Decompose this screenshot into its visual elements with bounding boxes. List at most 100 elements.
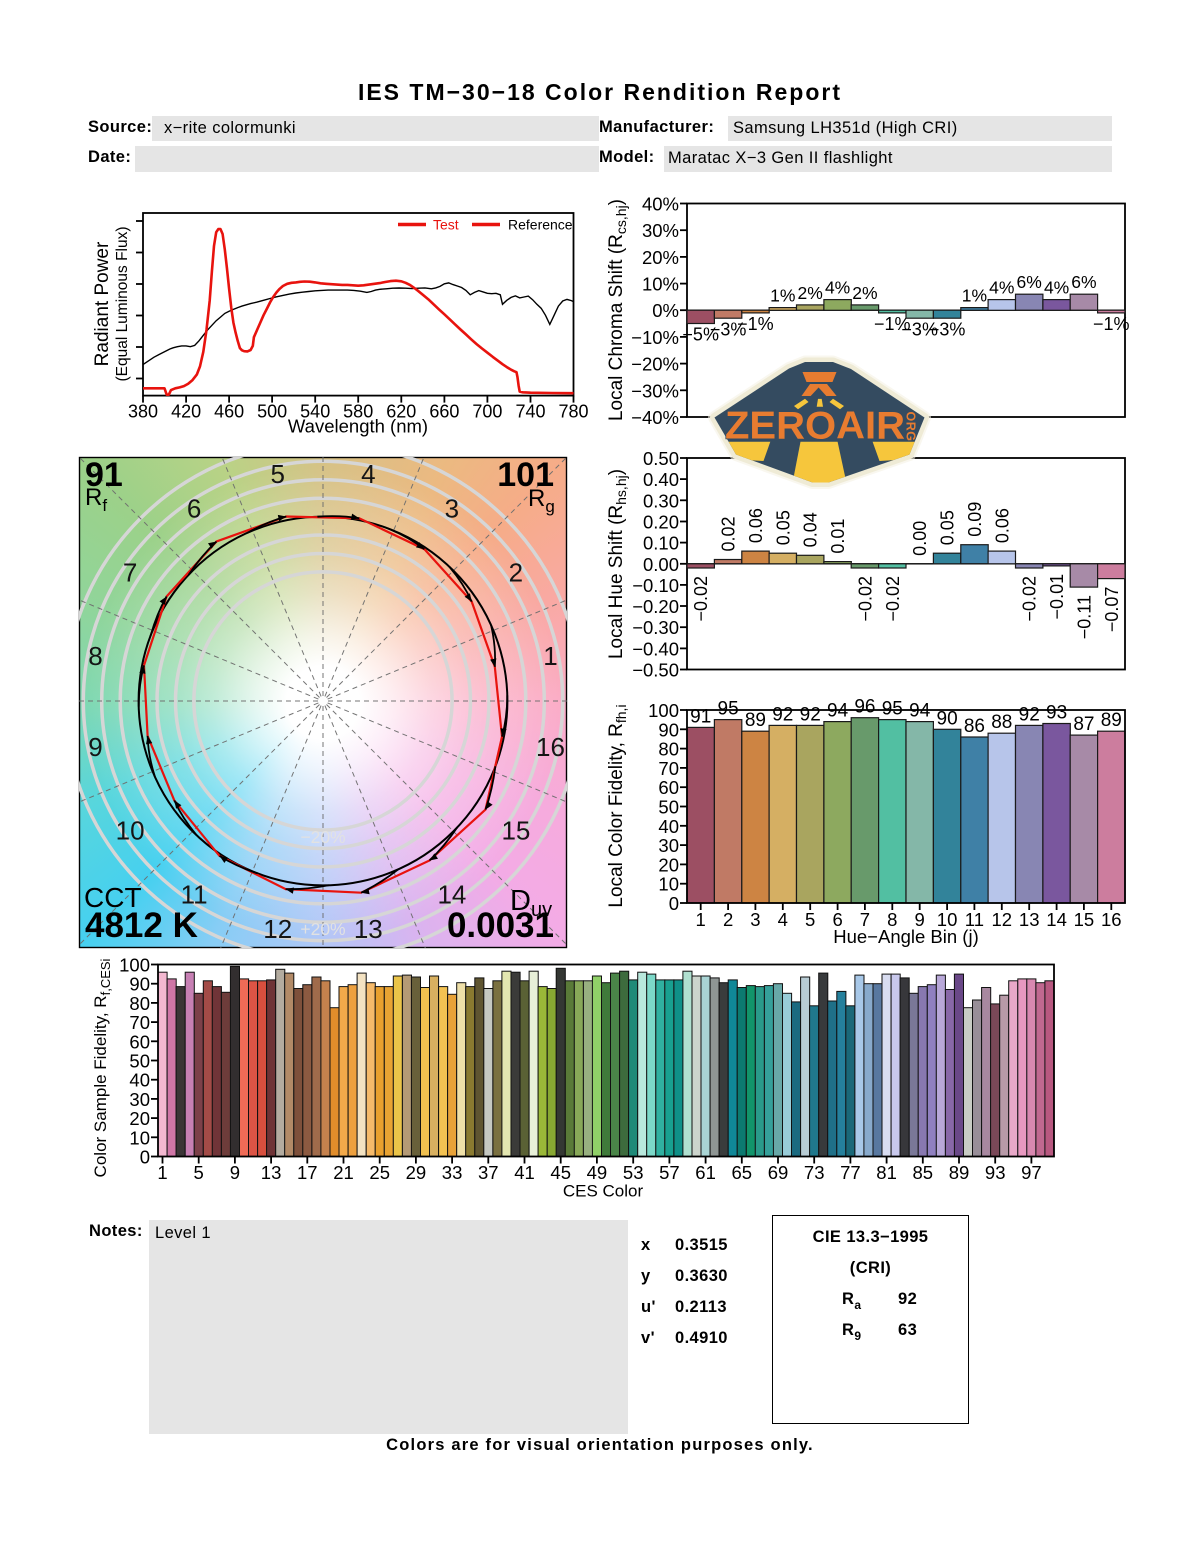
svg-text:−0.07: −0.07	[1102, 587, 1122, 633]
svg-text:5: 5	[194, 1162, 204, 1183]
svg-text:87: 87	[1073, 714, 1094, 735]
svg-text:−0.01: −0.01	[1047, 574, 1067, 620]
svg-text:40: 40	[129, 1070, 150, 1091]
svg-text:3: 3	[750, 909, 760, 930]
svg-text:380: 380	[128, 402, 158, 422]
svg-text:2: 2	[509, 558, 523, 588]
svg-text:0: 0	[140, 1147, 150, 1168]
svg-text:92: 92	[800, 704, 821, 725]
svg-text:10: 10	[116, 815, 145, 845]
svg-text:0.04: 0.04	[801, 512, 821, 547]
svg-text:−1%: −1%	[1093, 314, 1130, 334]
svg-text:40: 40	[658, 816, 679, 837]
svg-text:7: 7	[123, 558, 137, 588]
svg-text:CES Color: CES Color	[563, 1182, 644, 1201]
svg-text:0.06: 0.06	[992, 508, 1012, 543]
svg-text:780: 780	[558, 402, 588, 422]
svg-text:580: 580	[343, 402, 373, 422]
svg-text:−3%: −3%	[710, 319, 747, 339]
svg-text:0.10: 0.10	[643, 533, 679, 554]
svg-text:6%: 6%	[1017, 272, 1042, 292]
svg-text:Reference: Reference	[508, 217, 573, 233]
svg-text:1: 1	[696, 909, 706, 930]
svg-text:620: 620	[386, 402, 416, 422]
svg-text:37: 37	[478, 1162, 499, 1183]
svg-text:Rf: Rf	[85, 484, 107, 515]
svg-text:41: 41	[514, 1162, 535, 1183]
svg-text:81: 81	[876, 1162, 897, 1183]
svg-text:50: 50	[129, 1051, 150, 1072]
svg-text:29: 29	[406, 1162, 427, 1183]
svg-text:45: 45	[550, 1162, 571, 1183]
svg-text:Local Chroma Shift (Rcs,hj): Local Chroma Shift (Rcs,hj)	[606, 199, 629, 421]
svg-text:89: 89	[1101, 710, 1122, 731]
svg-text:33: 33	[442, 1162, 463, 1183]
svg-text:97: 97	[1021, 1162, 1042, 1183]
svg-text:4%: 4%	[989, 278, 1014, 298]
svg-text:15: 15	[501, 815, 530, 845]
svg-text:2%: 2%	[852, 283, 877, 303]
svg-text:7: 7	[860, 909, 870, 930]
svg-text:10: 10	[658, 874, 679, 895]
svg-text:Hue−Angle Bin (j): Hue−Angle Bin (j)	[833, 926, 979, 947]
svg-text:460: 460	[214, 402, 244, 422]
svg-text:11: 11	[965, 909, 984, 930]
svg-text:89: 89	[745, 710, 766, 731]
svg-text:2%: 2%	[798, 283, 823, 303]
svg-text:10: 10	[937, 909, 958, 930]
svg-text:4: 4	[361, 459, 375, 489]
svg-text:−0.11: −0.11	[1074, 595, 1094, 639]
svg-text:100: 100	[648, 700, 679, 721]
svg-text:4%: 4%	[1044, 278, 1069, 298]
svg-text:10%: 10%	[642, 274, 679, 295]
svg-text:(Equal Luminous Flux): (Equal Luminous Flux)	[114, 226, 131, 381]
svg-text:16: 16	[1101, 909, 1122, 930]
svg-text:660: 660	[429, 402, 459, 422]
svg-text:8: 8	[88, 641, 102, 671]
svg-text:6: 6	[832, 909, 842, 930]
svg-text:0.00: 0.00	[910, 521, 930, 556]
svg-text:540: 540	[300, 402, 330, 422]
svg-text:60: 60	[129, 1031, 150, 1052]
svg-text:60: 60	[658, 777, 679, 798]
svg-text:Test: Test	[433, 217, 459, 233]
svg-text:−0.30: −0.30	[632, 617, 679, 638]
svg-text:70: 70	[129, 1012, 150, 1033]
svg-text:−40%: −40%	[631, 407, 679, 428]
svg-text:17: 17	[297, 1162, 318, 1183]
svg-text:1%: 1%	[962, 286, 987, 306]
svg-text:0.0031: 0.0031	[447, 906, 554, 945]
svg-text:53: 53	[623, 1162, 644, 1183]
svg-text:Local Hue Shift (Rhs,hj): Local Hue Shift (Rhs,hj)	[606, 469, 629, 659]
svg-text:20: 20	[658, 854, 679, 875]
svg-text:−20%: −20%	[631, 354, 679, 375]
svg-text:Color Sample Fidelity, Rf,CESi: Color Sample Fidelity, Rf,CESi	[91, 958, 113, 1177]
svg-text:−1%: −1%	[874, 314, 911, 334]
svg-text:0.30: 0.30	[643, 490, 679, 511]
svg-text:12: 12	[263, 914, 292, 944]
svg-text:61: 61	[695, 1162, 716, 1183]
svg-text:70: 70	[658, 758, 679, 779]
svg-text:94: 94	[909, 701, 931, 722]
svg-text:−0.40: −0.40	[632, 638, 679, 659]
svg-text:−0.02: −0.02	[691, 576, 711, 622]
svg-text:16: 16	[536, 732, 565, 762]
svg-text:−10%: −10%	[631, 327, 679, 348]
svg-text:+20%: +20%	[300, 919, 345, 939]
svg-text:11: 11	[181, 879, 208, 909]
svg-text:−0.02: −0.02	[1020, 576, 1040, 622]
svg-text:Wavelength (nm): Wavelength (nm)	[288, 416, 428, 437]
svg-text:1%: 1%	[770, 286, 795, 306]
svg-text:−20%: −20%	[300, 827, 345, 847]
svg-text:0.05: 0.05	[938, 510, 958, 545]
svg-text:5: 5	[270, 459, 284, 489]
svg-text:73: 73	[804, 1162, 825, 1183]
svg-text:15: 15	[1074, 909, 1095, 930]
svg-text:30: 30	[658, 835, 679, 856]
svg-text:0.02: 0.02	[719, 516, 739, 551]
svg-text:−0.02: −0.02	[855, 576, 875, 622]
svg-text:90: 90	[658, 719, 679, 740]
svg-text:88: 88	[991, 712, 1012, 733]
svg-text:40%: 40%	[642, 194, 679, 215]
svg-text:13: 13	[1019, 909, 1040, 930]
